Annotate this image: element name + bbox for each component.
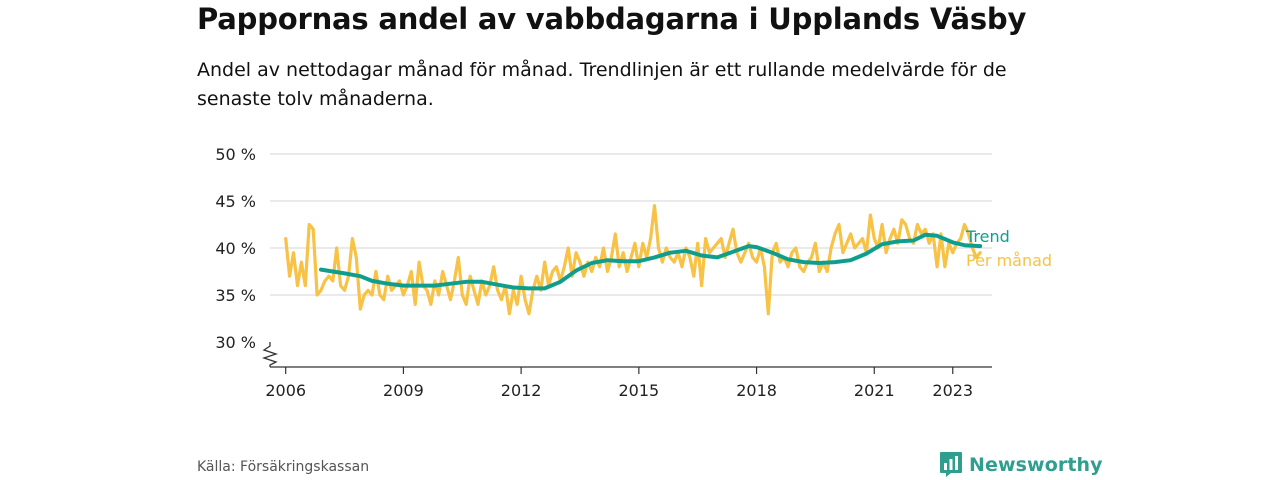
zigzag-break-icon	[261, 342, 279, 367]
x-tick-label: 2023	[932, 381, 973, 400]
x-tick-label: 2009	[383, 381, 424, 400]
y-axis-tick-labels: 30 % 35 % 40 % 45 % 50 %	[215, 145, 256, 352]
source-note: Källa: Försäkringskassan	[197, 459, 370, 475]
x-tick-label: 2006	[265, 381, 306, 400]
y-tick-label: 35 %	[215, 286, 256, 305]
y-tick-label: 50 %	[215, 145, 256, 164]
trend-series-label: Trend	[965, 227, 1010, 246]
x-tick-label: 2012	[501, 381, 542, 400]
chart-subtitle: Andel av nettodagar månad för månad. Tre…	[197, 59, 1007, 110]
brand-name: Newsworthy	[969, 453, 1103, 476]
grid-lines	[270, 153, 992, 296]
x-tick-label: 2015	[618, 381, 659, 400]
series-lines	[284, 204, 983, 316]
series-labels: Trend Per månad	[965, 227, 1052, 270]
x-tick-label: 2021	[854, 381, 895, 400]
monthly-series-label: Per månad	[966, 251, 1052, 270]
x-axis-tick-labels: 2006 2009 2012 2015 2018 2021 2023	[265, 381, 973, 400]
bar-chart-speech-icon	[940, 452, 962, 477]
brand-logo: Newsworthy	[939, 451, 1103, 478]
x-tick-label: 2018	[736, 381, 777, 400]
chart-title: Pappornas andel av vabbdagarna i Uppland…	[197, 2, 1027, 36]
y-tick-label: 30 %	[215, 333, 256, 352]
x-axis	[261, 342, 992, 374]
y-tick-label: 45 %	[215, 192, 256, 211]
y-tick-label: 40 %	[215, 239, 256, 258]
monthly-series-line	[284, 204, 982, 316]
line-chart: 30 % 35 % 40 % 45 % 50 % 2006 2009 2012 2015 201…	[215, 145, 1052, 400]
trend-series-line	[319, 232, 983, 291]
